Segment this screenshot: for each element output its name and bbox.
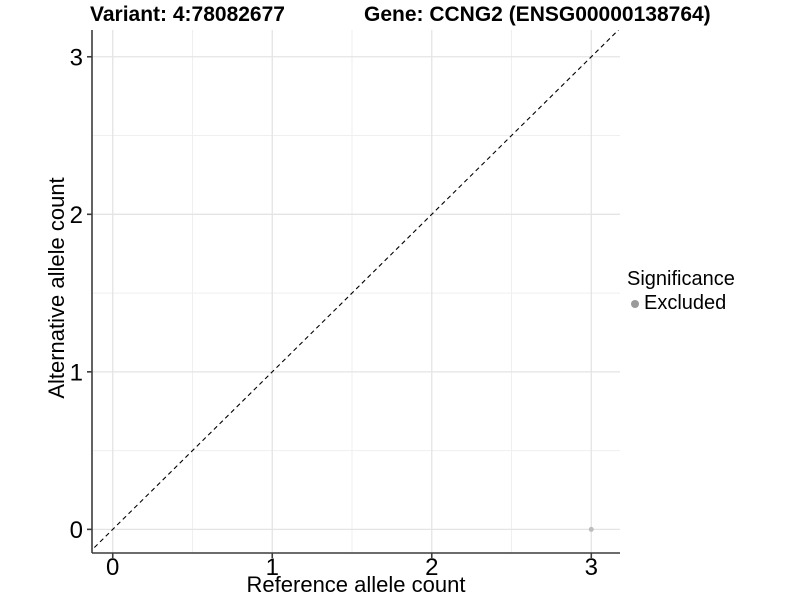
y-tick-label: 3 — [70, 44, 83, 71]
y-axis-label: Alternative allele count — [44, 177, 69, 399]
y-tick-label: 2 — [70, 202, 83, 229]
y-tick-label: 0 — [70, 517, 83, 544]
gene-title: Gene: CCNG2 (ENSG00000138764) — [364, 3, 711, 26]
data-point — [588, 526, 594, 532]
legend-point-icon — [631, 299, 639, 308]
legend-title: Significance — [627, 268, 735, 290]
legend: Significance Excluded — [627, 268, 735, 315]
legend-item-label: Excluded — [644, 292, 727, 314]
x-tick-label: 1 — [266, 554, 279, 581]
x-axis-label: Reference allele count — [246, 572, 466, 597]
legend-item-excluded: Excluded — [631, 292, 735, 315]
variant-title: Variant: 4:78082677 — [90, 3, 285, 26]
x-tick-label: 3 — [585, 554, 598, 581]
y-tick-label: 1 — [70, 359, 83, 386]
x-tick-label: 0 — [106, 554, 119, 581]
x-tick-label: 2 — [425, 554, 438, 581]
